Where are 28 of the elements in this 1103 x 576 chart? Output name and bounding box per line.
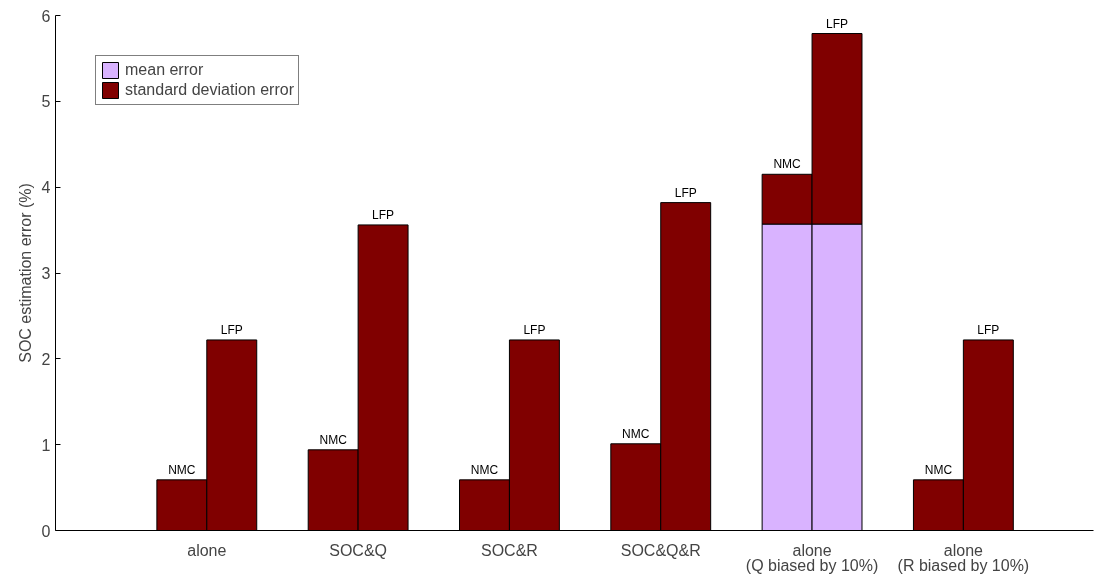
x-tick-label: LFP: [826, 16, 849, 31]
x-tick-label: LFP: [523, 322, 546, 337]
x-tick-label: LFP: [220, 322, 243, 337]
x-tick-label: LFP: [674, 185, 697, 200]
y-tick-label: 6: [41, 7, 51, 25]
y-tick-label: 1: [41, 436, 51, 454]
text: alone (R biased by 10%): [897, 541, 1030, 574]
text: SOC&Q: [329, 541, 388, 559]
text: SOC&R: [480, 541, 538, 559]
legend-label: standard deviation error: [125, 80, 294, 100]
x-tick-label: NMC: [622, 426, 650, 441]
x-tick-label: NMC: [319, 432, 348, 447]
text: alone (Q biased by 10%): [745, 541, 879, 574]
text: alone: [187, 541, 227, 559]
x-tick-label: LFP: [372, 207, 395, 222]
x-tick-label: NMC: [470, 462, 499, 477]
legend-label: mean error: [125, 60, 204, 80]
x-tick-label: NMC: [924, 462, 953, 477]
y-tick-label: 4: [41, 179, 51, 197]
y-tick-label: 3: [41, 265, 51, 282]
y-axis-title: SOC estimation error (%): [16, 183, 34, 363]
y-tick-label: 5: [41, 93, 51, 111]
x-tick-label: NMC: [168, 462, 196, 477]
y-tick-label: 2: [41, 350, 51, 368]
x-tick-label: LFP: [977, 322, 1000, 337]
text: SOC&Q&R: [620, 541, 701, 559]
y-tick-label: 0: [41, 522, 51, 540]
x-tick-label: NMC: [773, 157, 802, 172]
